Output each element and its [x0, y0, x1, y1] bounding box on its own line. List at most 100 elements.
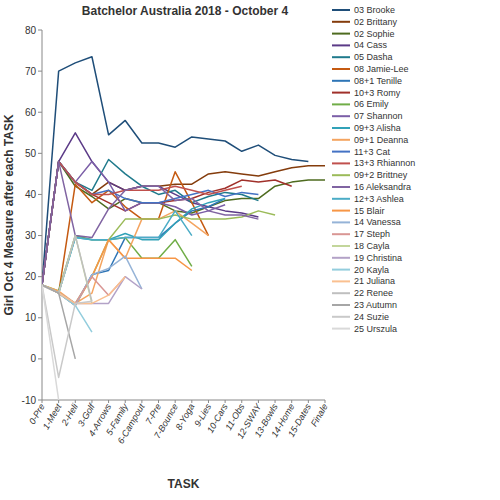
y-tick — [38, 30, 42, 31]
x-tick-label: 15-Dates — [286, 402, 313, 439]
legend-swatch — [332, 68, 350, 70]
series-line — [42, 199, 225, 306]
series-line — [42, 160, 258, 285]
y-tick-label: 80 — [25, 25, 37, 36]
x-tick — [308, 400, 309, 403]
legend-swatch — [332, 162, 350, 164]
y-tick-label: 30 — [25, 230, 37, 241]
legend-label: 03 Brooke — [354, 5, 395, 15]
legend-label: 20 Kayla — [354, 265, 389, 275]
x-tick — [125, 400, 126, 403]
legend-swatch — [332, 56, 350, 58]
x-tick — [91, 400, 92, 403]
y-tick — [38, 153, 42, 154]
legend-label: 07 Shannon — [354, 111, 403, 121]
title: Batchelor Australia 2018 - October 4 — [82, 4, 289, 18]
series-line — [42, 277, 125, 304]
legend-label: 21 Juliana — [354, 276, 395, 286]
legend-swatch — [332, 198, 350, 200]
x-tick — [275, 400, 276, 403]
legend-swatch — [332, 33, 350, 35]
legend-swatch — [332, 103, 350, 105]
legend-swatch — [332, 233, 350, 235]
x-tick — [158, 400, 159, 403]
legend-label: 05 Dasha — [354, 52, 393, 62]
x-tick-label: 1-Meet — [41, 402, 64, 432]
legend-swatch — [332, 186, 350, 188]
legend-label: 12+3 Ashlea — [354, 194, 404, 204]
x-tick — [241, 400, 242, 403]
series-line — [42, 162, 258, 285]
x-tick-label: Finale — [309, 402, 330, 428]
x-tick — [258, 400, 259, 403]
legend-label: 13+3 Rhiannon — [354, 158, 415, 168]
chart: Batchelor Australia 2018 - October 4 Girl… — [0, 0, 500, 500]
plot-area — [42, 57, 325, 400]
y-tick — [38, 400, 42, 401]
series-line — [42, 162, 225, 285]
series-line — [42, 256, 142, 305]
legend-swatch — [332, 174, 350, 176]
legend-swatch — [332, 304, 350, 306]
series-line — [42, 277, 125, 304]
series-line — [42, 211, 275, 304]
legend-swatch — [332, 21, 350, 23]
legend-label: 15 Blair — [354, 206, 385, 216]
legend-label: 14 Vanessa — [354, 217, 401, 227]
legend-label: 22 Renee — [354, 288, 393, 298]
x-axis-label: TASK — [168, 477, 200, 491]
legend-swatch — [332, 245, 350, 247]
x-tick — [175, 400, 176, 403]
legend-label: 09+1 Deanna — [354, 135, 408, 145]
y-tick — [38, 358, 42, 359]
legend-label: 08 Jamie-Lee — [354, 64, 409, 74]
legend-label: 08+1 Tenille — [354, 76, 402, 86]
y-tick — [38, 71, 42, 72]
legend-swatch — [332, 269, 350, 271]
legend-label: 10+3 Romy — [354, 88, 401, 98]
legend-label: 19 Christina — [354, 253, 402, 263]
x-tick — [108, 400, 109, 403]
legend-swatch — [332, 292, 350, 294]
legend-swatch — [332, 221, 350, 223]
legend-swatch — [332, 80, 350, 82]
y-axis-label: Girl Oct 4 Measure after each TASK — [2, 114, 16, 316]
legend-label: 04 Cass — [354, 40, 388, 50]
series-line — [42, 133, 258, 285]
legend-swatch — [332, 127, 350, 129]
legend-label: 09+2 Brittney — [354, 170, 408, 180]
y-tick-label: 60 — [25, 107, 37, 118]
x-tick-label: 8-Yoga — [174, 402, 197, 432]
background — [0, 0, 500, 500]
legend-label: 23 Autumn — [354, 300, 397, 310]
legend-label: 02 Sophie — [354, 29, 395, 39]
x-tick — [58, 400, 59, 403]
legend-swatch — [332, 280, 350, 282]
y-tick-label: 20 — [25, 271, 37, 282]
y-tick-label: 70 — [25, 66, 37, 77]
y-tick — [38, 112, 42, 113]
y-tick-label: 40 — [25, 189, 37, 200]
x-tick — [191, 400, 192, 403]
legend-label: 02 Brittany — [354, 17, 398, 27]
legend-swatch — [332, 328, 350, 330]
series-line — [42, 57, 308, 285]
legend-swatch — [332, 316, 350, 318]
y-tick-label: 50 — [25, 148, 37, 159]
series-line — [42, 236, 192, 292]
legend-label: 25 Urszula — [354, 324, 397, 334]
y-tick-label: -10 — [22, 395, 37, 406]
legend-swatch — [332, 92, 350, 94]
series-line — [42, 236, 92, 302]
legend-label: 16 Aleksandra — [354, 182, 411, 192]
legend-label: 18 Cayla — [354, 241, 390, 251]
y-tick — [38, 317, 42, 318]
legend-swatch — [332, 44, 350, 46]
y-tick-label: 10 — [25, 312, 37, 323]
x-tick — [42, 400, 43, 403]
legend-swatch — [332, 151, 350, 153]
legend-swatch — [332, 257, 350, 259]
series-line — [42, 285, 92, 378]
x-tick — [208, 400, 209, 403]
y-tick — [38, 194, 42, 195]
